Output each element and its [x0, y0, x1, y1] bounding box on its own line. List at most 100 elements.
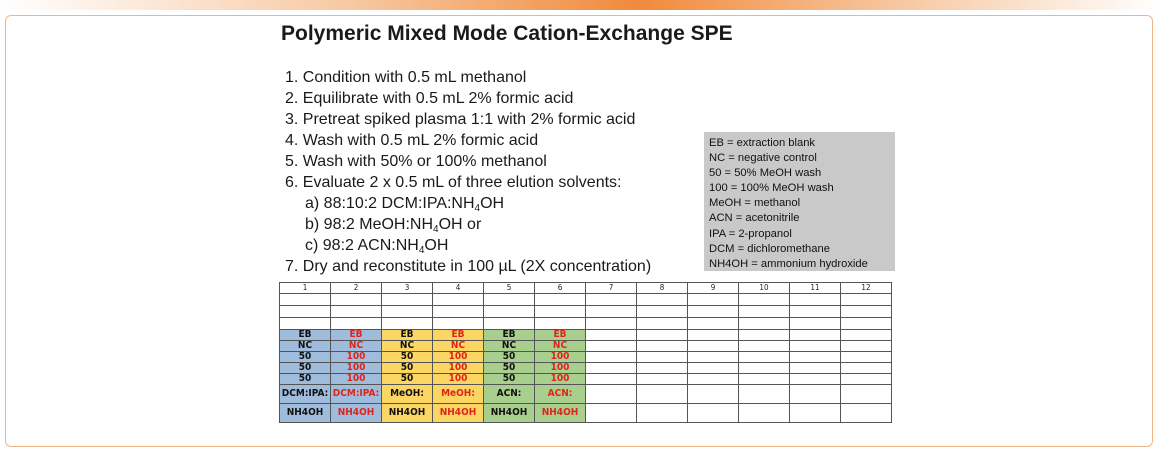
- plate-cell: [279, 317, 331, 330]
- plate-column-label: 6: [534, 282, 586, 294]
- well-plate-layout: 1 2 3 4 5 6 7 8 9 10 11 12 EB EB EB EB EB EB NC NC NC NC NC NC 5…: [279, 282, 892, 423]
- plate-cell: [381, 317, 433, 330]
- plate-cell: NH4OH: [534, 403, 586, 423]
- plate-cell: [636, 293, 688, 306]
- figure-title: Polymeric Mixed Mode Cation-Exchange SPE: [281, 22, 733, 45]
- plate-cell: [789, 340, 841, 352]
- plate-cell: [687, 403, 739, 423]
- plate-cell: [687, 373, 739, 385]
- plate-cell: [789, 403, 841, 423]
- step-6a: a) 88:10:2 DCM:IPA:NH4OH: [305, 195, 505, 214]
- plate-cell: 50: [381, 362, 433, 374]
- plate-cell: [738, 293, 790, 306]
- plate-cell: [585, 403, 637, 423]
- plate-cell: EB: [483, 329, 535, 341]
- plate-cell: [738, 362, 790, 374]
- plate-cell: [687, 384, 739, 404]
- legend-item: IPA = 2-propanol: [709, 227, 792, 240]
- legend-item: 100 = 100% MeOH wash: [709, 182, 834, 195]
- plate-cell: MeOH:: [381, 384, 433, 404]
- plate-cell: [840, 340, 892, 352]
- plate-column-label: 3: [381, 282, 433, 294]
- plate-cell: [738, 351, 790, 363]
- step-1: 1. Condition with 0.5 mL methanol: [285, 69, 527, 86]
- plate-column-header-row: 1 2 3 4 5 6 7 8 9 10 11 12: [279, 282, 892, 294]
- plate-cell: 100: [432, 362, 484, 374]
- plate-sample-row: 50 100 50 100 50 100: [279, 373, 892, 385]
- plate-cell: [738, 317, 790, 330]
- plate-cell: [279, 293, 331, 306]
- plate-cell: 50: [483, 351, 535, 363]
- plate-cell: 100: [534, 373, 586, 385]
- plate-column-label: 5: [483, 282, 535, 294]
- step-6c: c) 98:2 ACN:NH4OH: [305, 237, 449, 256]
- step-6b: b) 98:2 MeOH:NH4OH or: [305, 216, 482, 235]
- plate-column-label: 11: [789, 282, 841, 294]
- figure-frame: [5, 15, 1153, 447]
- plate-cell: ACN:: [534, 384, 586, 404]
- plate-cell: 100: [330, 362, 382, 374]
- plate-cell: NC: [330, 340, 382, 352]
- plate-cell: 100: [330, 351, 382, 363]
- plate-empty-row: [279, 293, 892, 306]
- plate-cell: [738, 373, 790, 385]
- plate-cell: NH4OH: [330, 403, 382, 423]
- plate-cell: [636, 384, 688, 404]
- legend-item: NH4OH = ammonium hydroxide: [709, 257, 868, 270]
- plate-cell: [432, 293, 484, 306]
- plate-cell: [840, 329, 892, 341]
- plate-cell: [636, 362, 688, 374]
- plate-cell: [585, 384, 637, 404]
- plate-cell: 50: [483, 373, 535, 385]
- plate-cell: [789, 317, 841, 330]
- plate-column-label: 9: [687, 282, 739, 294]
- plate-cell: [585, 329, 637, 341]
- plate-cell: [687, 340, 739, 352]
- plate-cell: [789, 373, 841, 385]
- plate-sample-row: 50 100 50 100 50 100: [279, 351, 892, 363]
- plate-cell: [687, 317, 739, 330]
- plate-cell: [840, 362, 892, 374]
- plate-cell: 100: [534, 362, 586, 374]
- plate-sample-row: NC NC NC NC NC NC: [279, 340, 892, 352]
- plate-cell: [840, 373, 892, 385]
- plate-cell: EB: [330, 329, 382, 341]
- plate-cell: [483, 305, 535, 318]
- plate-cell: DCM:IPA:: [279, 384, 331, 404]
- plate-cell: [840, 403, 892, 423]
- plate-cell: [840, 305, 892, 318]
- legend-item: 50 = 50% MeOH wash: [709, 167, 822, 180]
- plate-cell: [687, 305, 739, 318]
- plate-cell: [840, 293, 892, 306]
- plate-cell: [687, 351, 739, 363]
- legend-item: NC = negative control: [709, 152, 817, 165]
- plate-cell: [534, 293, 586, 306]
- plate-cell: [483, 293, 535, 306]
- plate-cell: [687, 362, 739, 374]
- plate-cell: [840, 317, 892, 330]
- plate-cell: [687, 293, 739, 306]
- plate-cell: [738, 403, 790, 423]
- plate-sample-row: 50 100 50 100 50 100: [279, 362, 892, 374]
- procedure-steps: 1. Condition with 0.5 mL methanol 2. Equ…: [285, 67, 651, 277]
- plate-cell: [381, 305, 433, 318]
- abbreviation-legend: EB = extraction blank NC = negative cont…: [704, 132, 895, 271]
- plate-cell: 100: [330, 373, 382, 385]
- plate-cell: [789, 329, 841, 341]
- plate-cell: DCM:IPA:: [330, 384, 382, 404]
- plate-cell: 100: [432, 351, 484, 363]
- legend-item: EB = extraction blank: [709, 137, 816, 149]
- plate-cell: [636, 340, 688, 352]
- plate-cell: [789, 305, 841, 318]
- plate-cell: [585, 293, 637, 306]
- plate-cell: [534, 317, 586, 330]
- plate-cell: [636, 373, 688, 385]
- plate-cell: [585, 305, 637, 318]
- plate-cell: NH4OH: [432, 403, 484, 423]
- plate-cell: [381, 293, 433, 306]
- plate-cell: 50: [279, 373, 331, 385]
- plate-cell: [687, 329, 739, 341]
- plate-cell: NC: [534, 340, 586, 352]
- plate-sample-row: EB EB EB EB EB EB: [279, 329, 892, 341]
- plate-cell: [840, 384, 892, 404]
